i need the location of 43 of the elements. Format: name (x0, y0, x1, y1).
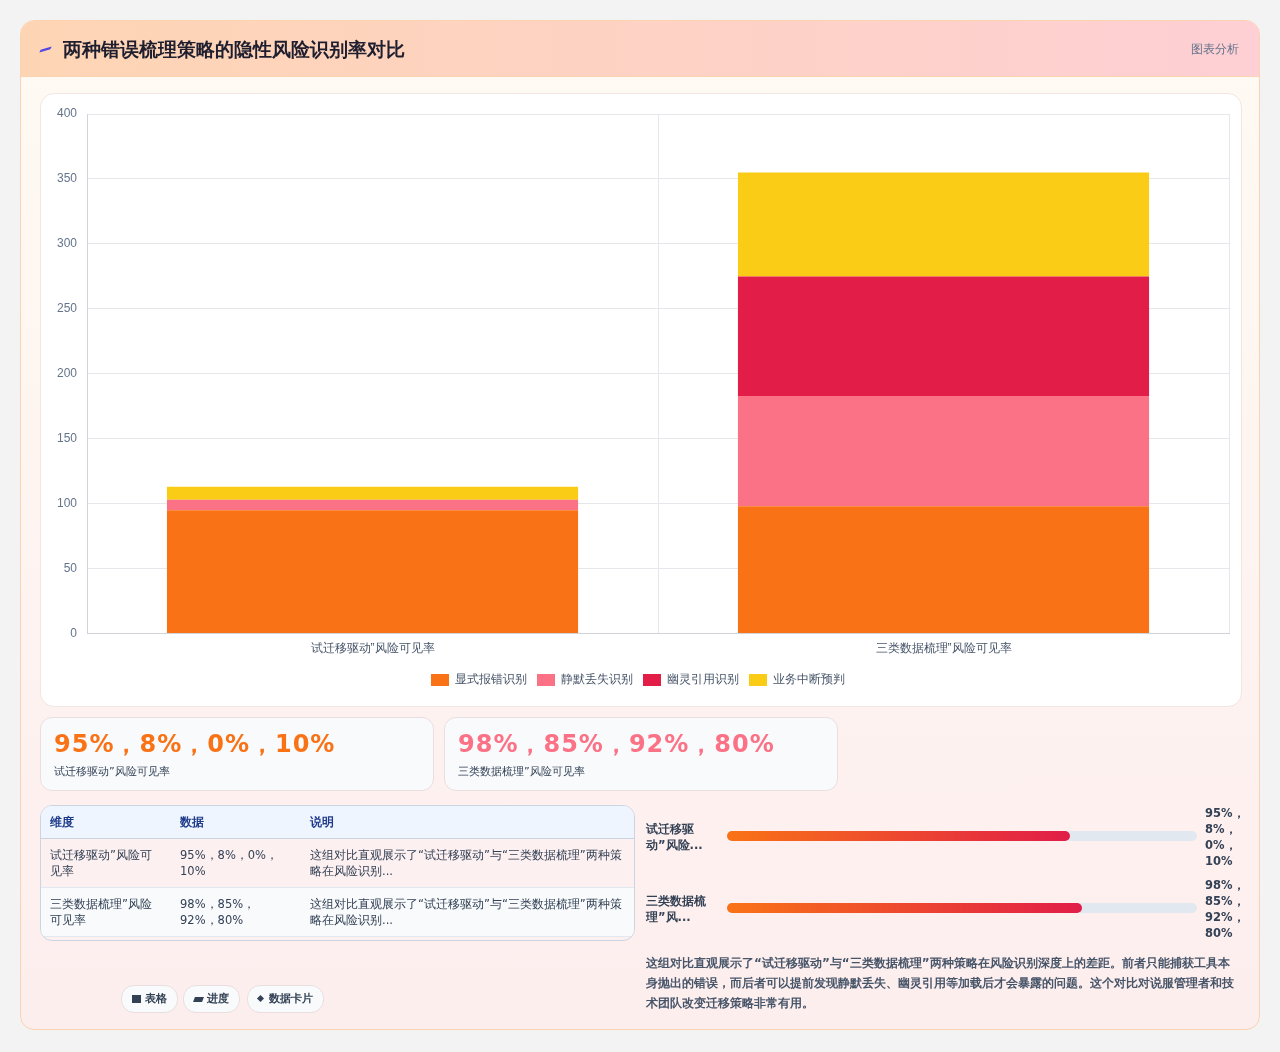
y-tick-label: 150 (56, 431, 78, 446)
text: 试迁移驱动”风险可见率 (54, 764, 170, 779)
y-tick-label: 50 (63, 560, 78, 575)
text: 图表分析 (1191, 41, 1239, 58)
y-tick-label: 200 (56, 366, 78, 381)
y-tick-label: 250 (56, 301, 78, 316)
legend-label: 静默丢失识别 (561, 672, 633, 687)
text: 维度 (41, 806, 171, 839)
text: 试迁移驱动”风险... (646, 821, 704, 853)
text: 试迁移驱动”风险可见率 (41, 838, 171, 888)
text: 95%，8%，0%，10% (171, 838, 301, 888)
text: 说明 (301, 806, 634, 839)
text: 数据 (171, 806, 301, 839)
bar (737, 506, 1150, 634)
text: 三类数据梳理”风险可见率 (458, 764, 585, 779)
text: 98%，85%，92%，80% (458, 729, 775, 760)
bar (737, 172, 1150, 277)
bar (166, 499, 579, 511)
text: 进度 (206, 992, 229, 1005)
y-tick-label: 300 (56, 236, 78, 251)
legend-label: 显式报错识别 (455, 672, 527, 687)
text: 95%，8%，0%，10% (1205, 805, 1245, 869)
bar (166, 486, 579, 500)
y-tick-label: 400 (56, 106, 78, 121)
y-tick-label: 350 (56, 171, 78, 186)
chart-title: 两种错误梳理策略的隐性风险识别率对比 (63, 37, 405, 62)
y-tick-label: 100 (56, 496, 78, 511)
bar (737, 276, 1150, 396)
bar (737, 395, 1150, 507)
y-tick-label: 0 (70, 625, 78, 640)
text: 三类数据梳理”风险可见率 (41, 887, 171, 937)
text: 表格 (144, 992, 167, 1005)
text: 95%，8%，0%，10% (54, 729, 336, 760)
text: 这组对比直观展示了“试迁移驱动”与“三类数据梳理”两种策略在风险识别深度上的差距。前者只能捕获工具本身抛出的错误，而后者可以提前发现静默丢失、幽灵引用等加载后才会暴露的问题。这个对比对说服管理者和技术团队改变迁移策略非常有用。 (646, 955, 1235, 1012)
text: 数据卡片 (268, 992, 313, 1005)
legend-label: 幽灵引用识别 (667, 672, 739, 687)
text: 这组对比直观展示了“试迁移驱动”与“三类数据梳理”两种策略在风险识别... (301, 887, 634, 937)
text: 98%，85%，92%，80% (1205, 877, 1245, 941)
bar (166, 510, 579, 634)
legend-label: 业务中断预判 (773, 672, 845, 687)
text: 这组对比直观展示了“试迁移驱动”与“三类数据梳理”两种策略在风险识别... (301, 838, 634, 888)
text: 三类数据梳理”风... (646, 893, 707, 925)
text: 98%，85%，92%，80% (171, 887, 301, 937)
